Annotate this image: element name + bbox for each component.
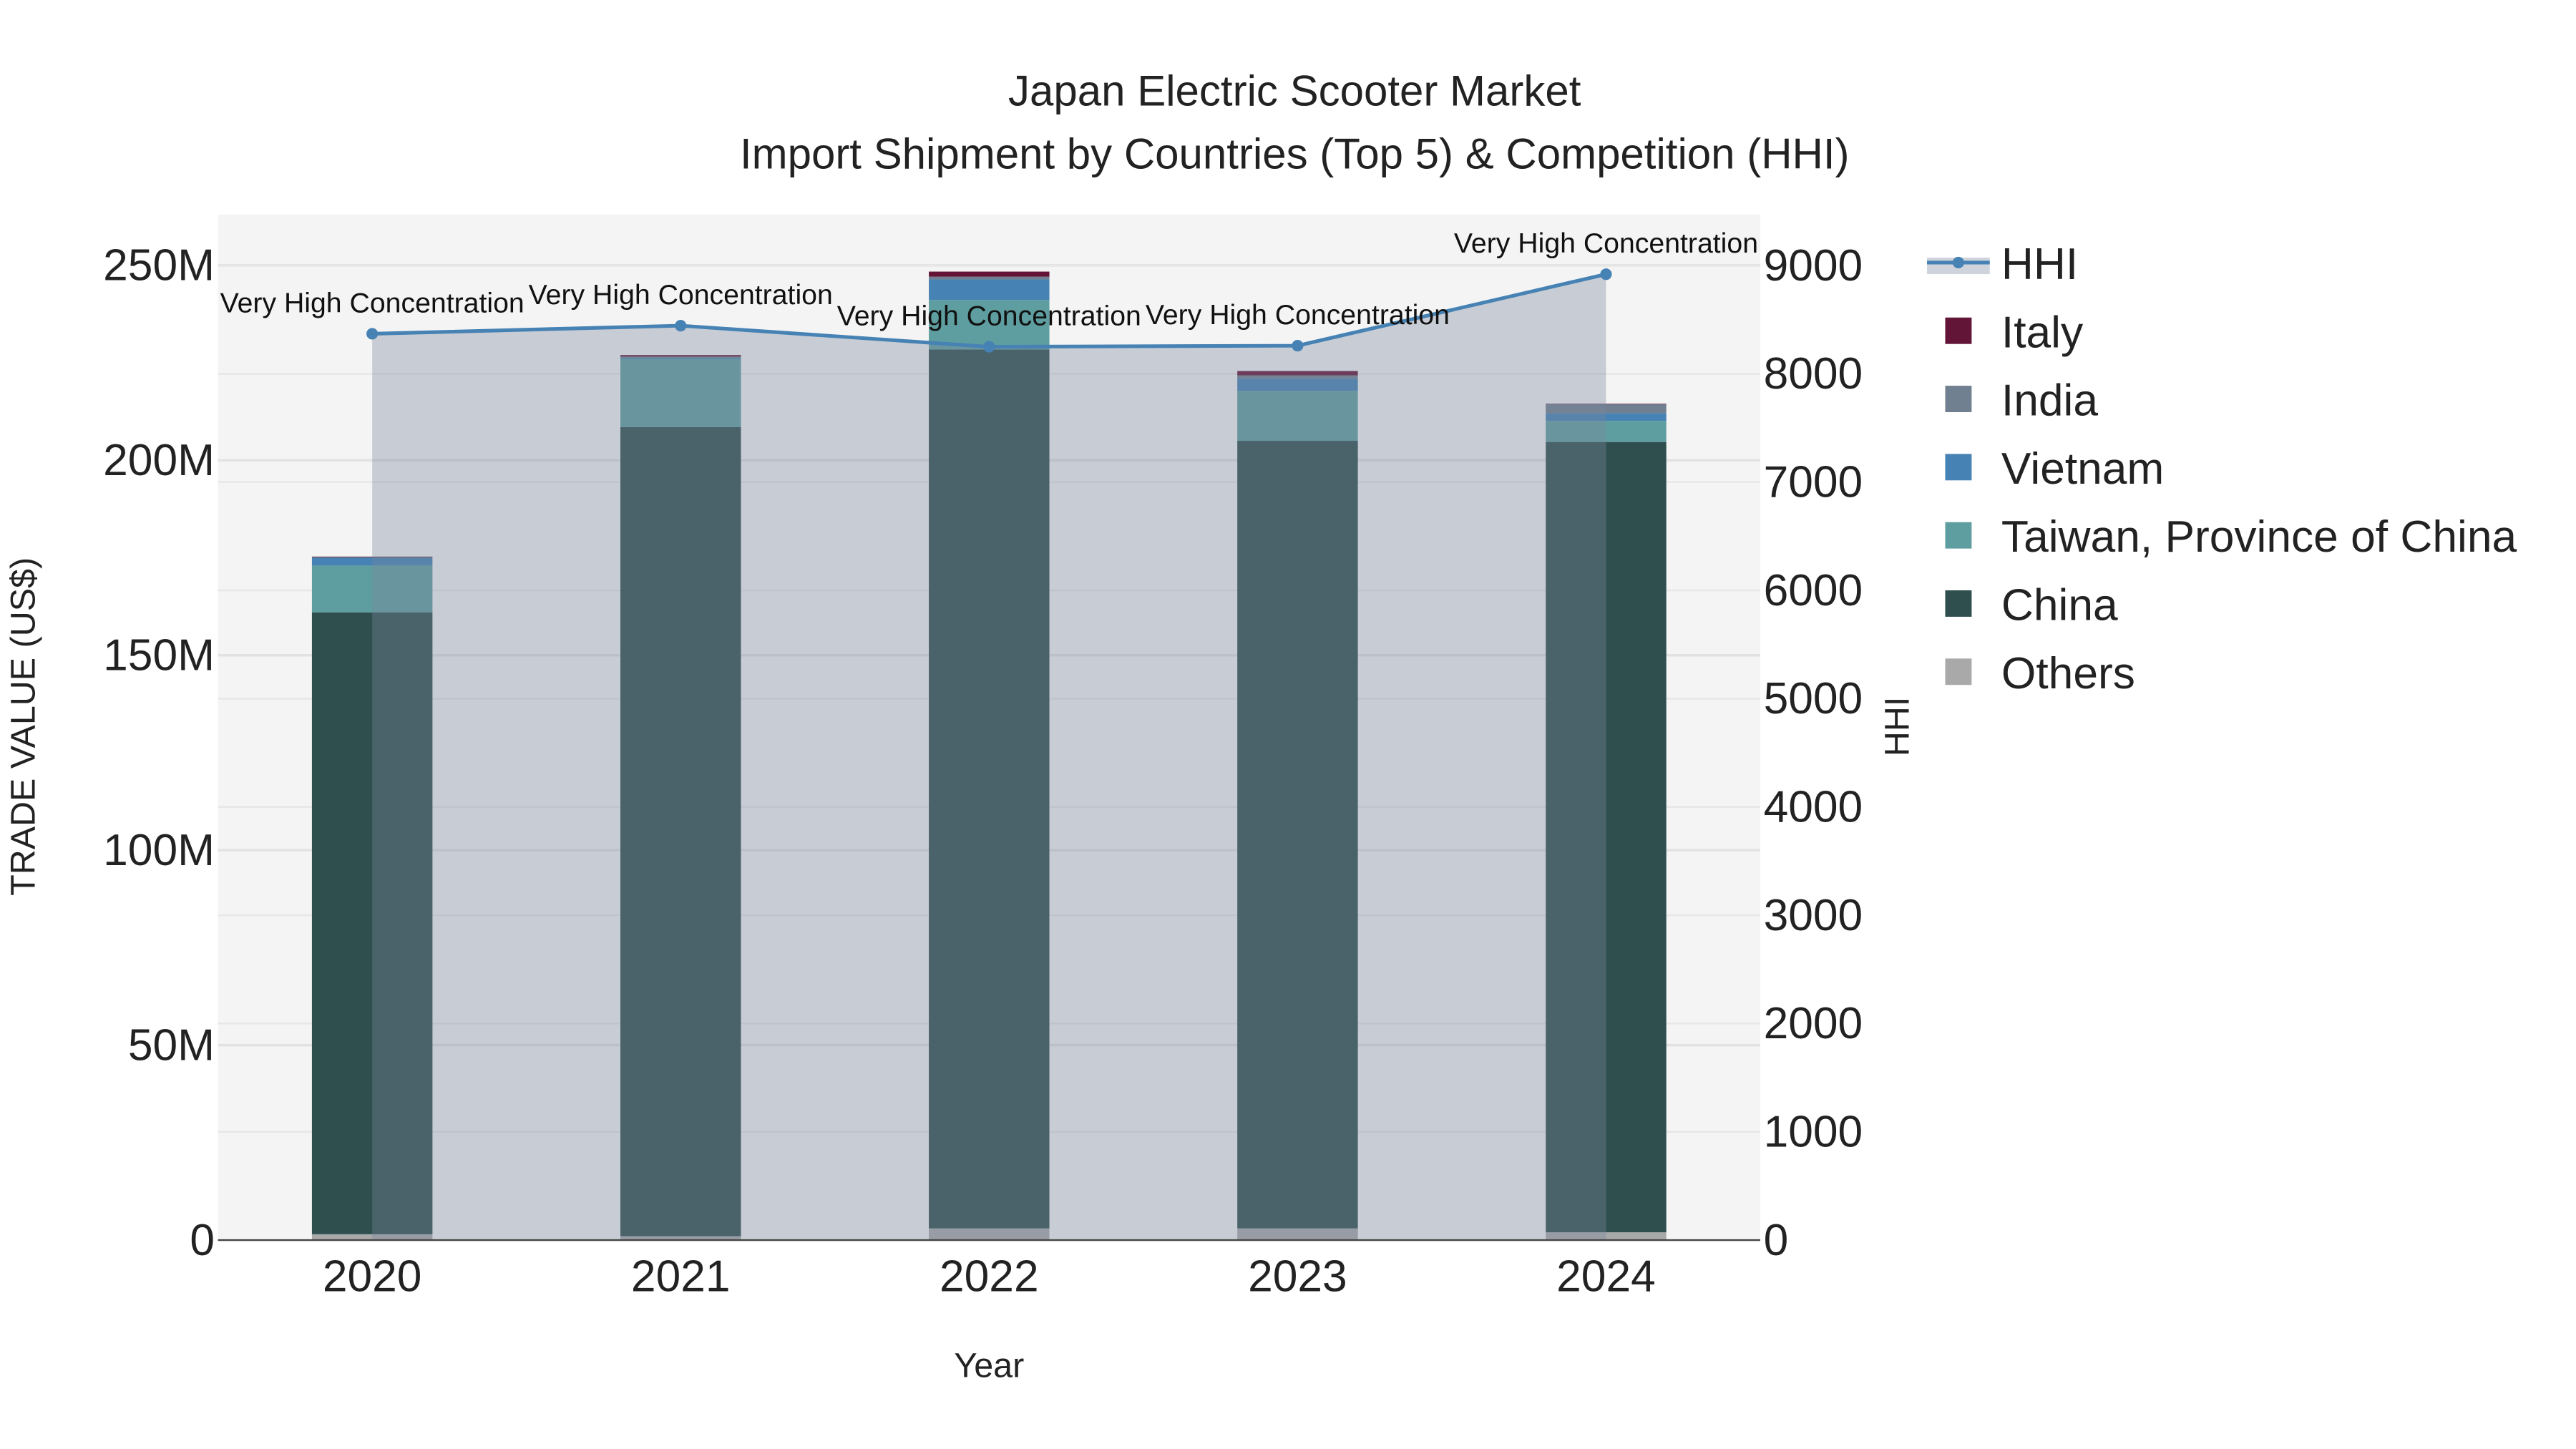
hhi-annotation: Very High Concentration — [1146, 299, 1450, 331]
bar-china-2024 — [1546, 441, 1667, 1233]
y2-tick-label: 2000 — [1764, 999, 1863, 1048]
bar-taiwan-province-of-china-2020 — [311, 565, 433, 613]
legend-label: Vietnam — [2001, 444, 2164, 494]
y-tick-label: 250M — [103, 241, 215, 291]
y-tick-label: 150M — [103, 631, 215, 680]
hhi-area-fill — [372, 274, 1606, 1241]
bar-india-2024 — [1546, 404, 1667, 414]
x-tick-label: 2020 — [323, 1252, 422, 1302]
hhi-point-2024 — [1600, 268, 1612, 280]
legend-hhi-marker-icon — [1952, 256, 1964, 268]
bar-vietnam-2022 — [929, 279, 1050, 301]
bar-taiwan-province-of-china-2021 — [620, 358, 741, 427]
bar-taiwan-province-of-china-2023 — [1237, 391, 1358, 441]
y2-tick-label: 6000 — [1764, 566, 1863, 615]
x-tick-label: 2022 — [940, 1252, 1039, 1302]
legend-label: India — [2001, 376, 2098, 426]
bar-taiwan-province-of-china-2024 — [1546, 421, 1667, 442]
y2-tick-label: 4000 — [1764, 783, 1863, 832]
legend-label: Taiwan, Province of China — [2001, 512, 2517, 562]
legend-swatch-icon — [1945, 658, 1972, 686]
bar-india-2022 — [929, 276, 1050, 280]
hhi-annotation: Very High Concentration — [529, 279, 833, 311]
x-axis-title: Year — [954, 1347, 1024, 1385]
x-tick-label: 2024 — [1556, 1252, 1656, 1302]
chart-title-line2: Import Shipment by Countries (Top 5) & C… — [740, 130, 1850, 177]
y-tick-label: 200M — [103, 436, 215, 485]
y2-tick-label: 0 — [1764, 1216, 1789, 1265]
y-tick-label: 50M — [128, 1020, 215, 1070]
bar-italy-2022 — [929, 271, 1050, 277]
bars — [311, 271, 1667, 1241]
legend-swatch-icon — [1945, 590, 1972, 617]
bar-india-2021 — [620, 356, 741, 358]
legend-label: HHI — [2001, 240, 2078, 289]
bar-others-2022 — [929, 1228, 1050, 1241]
hhi-annotation: Very High Concentration — [220, 287, 525, 318]
legend: HHI Italy India Vietnam Taiwan, Province of … — [1927, 240, 2517, 698]
legend-label: Italy — [2001, 308, 2084, 357]
bar-others-2023 — [1237, 1228, 1358, 1241]
x-tick-label: 2021 — [631, 1252, 731, 1302]
axes: 0 50M 100M 150M 200M 250M 0 1000 2000 3000 4000 500… — [103, 241, 1863, 1302]
chart-title-line1: Japan Electric Scooter Market — [1008, 67, 1581, 115]
bar-others-2024 — [1546, 1232, 1667, 1241]
y2-tick-label: 1000 — [1764, 1108, 1863, 1157]
hhi-series: Very High Concentration Very High Concent… — [220, 228, 1758, 1241]
y2-tick-label: 9000 — [1764, 241, 1863, 291]
y2-tick-label: 8000 — [1764, 349, 1863, 399]
hhi-annotation: Very High Concentration — [837, 301, 1141, 332]
y2-tick-label: 3000 — [1764, 891, 1863, 940]
bar-vietnam-2023 — [1237, 379, 1358, 391]
bar-vietnam-2024 — [1546, 413, 1667, 421]
legend-swatch-icon — [1945, 317, 1972, 344]
bar-italy-2021 — [620, 355, 741, 357]
y2-tick-label: 5000 — [1764, 674, 1863, 723]
bar-china-2023 — [1237, 441, 1358, 1229]
bar-vietnam-2021 — [620, 357, 741, 359]
hhi-point-2020 — [366, 328, 379, 340]
bar-india-2023 — [1237, 375, 1358, 379]
y-tick-label: 100M — [103, 826, 215, 875]
hhi-annotation: Very High Concentration — [1454, 228, 1758, 259]
bar-others-2021 — [620, 1236, 741, 1241]
legend-label: China — [2001, 581, 2118, 630]
bar-china-2022 — [929, 349, 1050, 1229]
x-tick-label: 2023 — [1248, 1252, 1347, 1302]
legend-label: Others — [2001, 649, 2135, 698]
legend-swatch-icon — [1945, 522, 1972, 549]
y2-tick-label: 7000 — [1764, 458, 1863, 507]
y2-axis-title: HHI — [1878, 697, 1917, 756]
bar-china-2020 — [311, 612, 433, 1234]
hhi-point-2022 — [983, 341, 995, 353]
hhi-point-2023 — [1292, 340, 1304, 352]
legend-swatch-icon — [1945, 386, 1972, 412]
bar-italy-2023 — [1237, 371, 1358, 376]
y-axis-title: TRADE VALUE (US$) — [4, 557, 42, 896]
bar-china-2021 — [620, 426, 741, 1236]
hhi-point-2021 — [675, 320, 687, 332]
bar-vietnam-2020 — [311, 557, 433, 566]
y-tick-label: 0 — [190, 1216, 215, 1265]
bar-others-2020 — [311, 1234, 433, 1241]
legend-swatch-icon — [1945, 454, 1972, 481]
